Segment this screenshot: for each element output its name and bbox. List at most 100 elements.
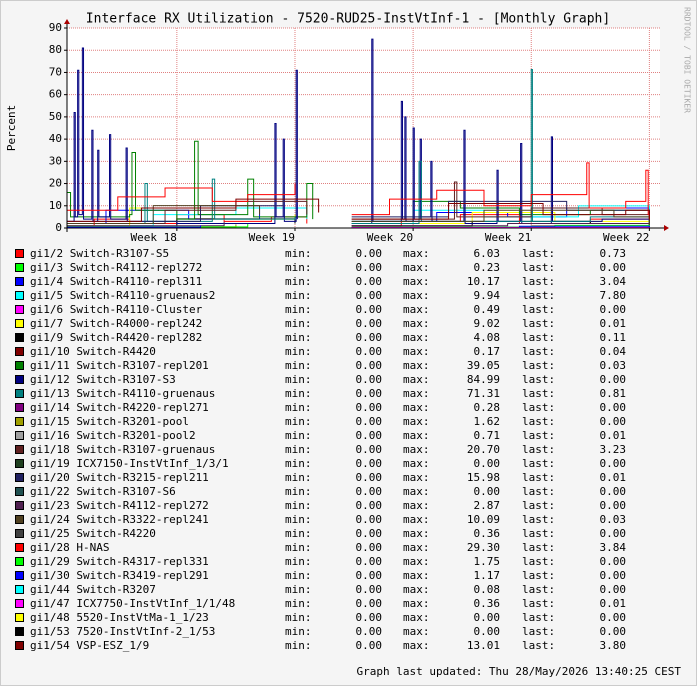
legend-name: gi1/30 Switch-R3419-repl291 [30, 569, 209, 582]
legend-swatch [15, 613, 24, 622]
legend-last: 0.00 [600, 457, 627, 470]
legend-label: min: [285, 527, 312, 540]
legend-last: 3.84 [600, 541, 627, 554]
legend-max: 1.75 [474, 555, 501, 568]
legend-swatch [15, 543, 24, 552]
legend-swatch [15, 263, 24, 272]
legend-max: 0.36 [474, 597, 501, 610]
legend-max: 0.08 [474, 583, 501, 596]
legend-label: max: [403, 247, 430, 260]
legend-max: 0.17 [474, 345, 501, 358]
legend-label: max: [403, 275, 430, 288]
x-tick-label: Week 20 [367, 231, 413, 244]
legend-min: 0.00 [356, 275, 383, 288]
legend-last: 0.00 [600, 569, 627, 582]
legend-label: last: [522, 499, 555, 512]
legend-name: gi1/11 Switch-R3107-repl201 [30, 359, 209, 372]
legend-last: 0.00 [600, 401, 627, 414]
legend-last: 0.00 [600, 485, 627, 498]
legend-label: last: [522, 261, 555, 274]
legend-min: 0.00 [356, 429, 383, 442]
legend-swatch [15, 529, 24, 538]
legend-label: min: [285, 373, 312, 386]
legend-swatch [15, 403, 24, 412]
legend-label: min: [285, 261, 312, 274]
legend-name: gi1/10 Switch-R4420 [30, 345, 156, 358]
legend-label: max: [403, 387, 430, 400]
legend-label: min: [285, 639, 312, 652]
legend-label: last: [522, 345, 555, 358]
legend-label: last: [522, 597, 555, 610]
legend-label: last: [522, 275, 555, 288]
legend-last: 0.00 [600, 625, 627, 638]
legend-swatch [15, 291, 24, 300]
legend-swatch [15, 557, 24, 566]
legend-name: gi1/28 H-NAS [30, 541, 109, 554]
legend-label: max: [403, 359, 430, 372]
x-axis-arrow [664, 225, 669, 231]
legend-label: max: [403, 499, 430, 512]
legend-label: min: [285, 569, 312, 582]
legend-min: 0.00 [356, 541, 383, 554]
legend-label: max: [403, 289, 430, 302]
legend-label: max: [403, 415, 430, 428]
legend-label: max: [403, 583, 430, 596]
legend-label: last: [522, 429, 555, 442]
legend-label: last: [522, 331, 555, 344]
legend-max: 15.98 [467, 471, 500, 484]
legend-last: 0.04 [600, 345, 627, 358]
legend-last: 0.00 [600, 499, 627, 512]
legend-name: gi1/13 Switch-R4110-gruenaus [30, 387, 215, 400]
legend-swatch [15, 459, 24, 468]
x-tick-label: Week 22 [603, 231, 649, 244]
y-tick-label: 30 [49, 154, 62, 167]
legend-swatch [15, 277, 24, 286]
series-line [67, 162, 650, 220]
legend-max: 39.05 [467, 359, 500, 372]
legend-name: gi1/19 ICX7150-InstVtInf_1/3/1 [30, 457, 229, 470]
legend-min: 0.00 [356, 261, 383, 274]
legend-min: 0.00 [356, 289, 383, 302]
legend-label: min: [285, 415, 312, 428]
legend-label: max: [403, 527, 430, 540]
legend-max: 4.08 [474, 331, 501, 344]
legend-max: 9.02 [474, 317, 501, 330]
legend-min: 0.00 [356, 527, 383, 540]
legend: gi1/2 Switch-R3107-S5 min: 0.00 max: 6.03 las… [15, 247, 627, 652]
y-tick-label: 40 [49, 132, 62, 145]
legend-max: 20.70 [467, 443, 500, 456]
legend-label: max: [403, 555, 430, 568]
legend-max: 10.09 [467, 513, 500, 526]
legend-swatch [15, 445, 24, 454]
legend-max: 13.01 [467, 639, 500, 652]
legend-label: max: [403, 597, 430, 610]
legend-max: 29.30 [467, 541, 500, 554]
legend-label: min: [285, 625, 312, 638]
legend-name: gi1/24 Switch-R3322-repl241 [30, 513, 209, 526]
legend-label: min: [285, 611, 312, 624]
y-tick-label: 10 [49, 199, 62, 212]
legend-label: min: [285, 429, 312, 442]
legend-last: 0.01 [600, 429, 627, 442]
legend-label: min: [285, 597, 312, 610]
legend-label: last: [522, 485, 555, 498]
legend-last: 0.01 [600, 317, 627, 330]
legend-name: gi1/15 Switch-R3201-pool [30, 415, 189, 428]
legend-last: 0.11 [600, 331, 627, 344]
legend-label: max: [403, 261, 430, 274]
legend-swatch [15, 627, 24, 636]
legend-last: 0.00 [600, 527, 627, 540]
legend-name: gi1/18 Switch-R3107-gruenaus [30, 443, 215, 456]
legend-last: 0.00 [600, 611, 627, 624]
legend-last: 0.01 [600, 597, 627, 610]
legend-swatch [15, 249, 24, 258]
legend-label: last: [522, 289, 555, 302]
legend-last: 7.80 [600, 289, 627, 302]
footer: Graph last updated: Thu 28/May/2026 13:4… [356, 665, 681, 678]
legend-swatch [15, 347, 24, 356]
legend-label: max: [403, 457, 430, 470]
legend-min: 0.00 [356, 597, 383, 610]
legend-swatch [15, 333, 24, 342]
legend-min: 0.00 [356, 373, 383, 386]
legend-max: 0.71 [474, 429, 501, 442]
